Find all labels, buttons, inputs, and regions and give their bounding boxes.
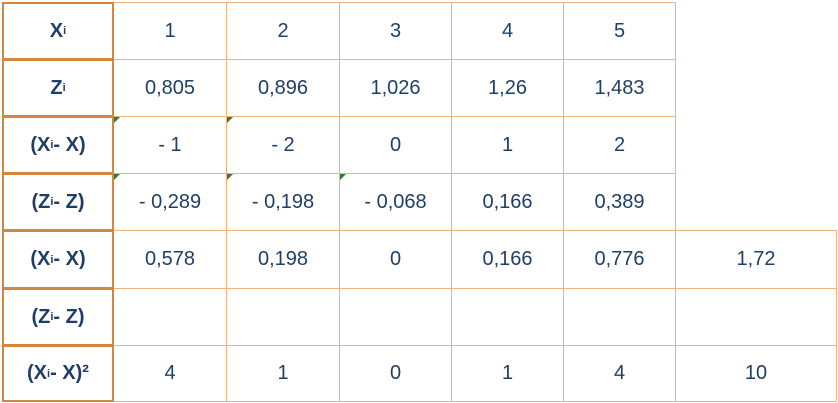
cell: 1	[113, 2, 227, 60]
label-text: (X	[30, 248, 51, 270]
cell: 5	[563, 2, 676, 60]
cell	[675, 288, 837, 346]
cell: 0,166	[451, 173, 564, 231]
cell: 2	[563, 116, 676, 174]
subscript: i	[50, 139, 54, 151]
label-text: Z	[50, 76, 63, 99]
cell: - 0,198	[226, 173, 340, 231]
cell: 1	[226, 345, 340, 402]
cell: 4	[563, 345, 676, 402]
label-text: (X	[27, 362, 48, 384]
cell: 0	[339, 230, 452, 289]
subscript: i	[47, 367, 51, 380]
label-text: (Z	[31, 190, 51, 213]
cell	[451, 288, 564, 346]
cell: 0,578	[113, 230, 227, 289]
cell: 0,896	[226, 59, 340, 117]
cell: 0	[339, 345, 452, 402]
cell: 1	[451, 345, 564, 402]
cell: - 1	[113, 116, 227, 174]
cell: 1,26	[451, 59, 564, 117]
cell: 0,805	[113, 59, 227, 117]
label-text: - X)²	[50, 362, 89, 384]
label-text: (X	[30, 133, 51, 156]
cell: 1,72	[675, 230, 837, 289]
label-text: X	[49, 19, 64, 42]
cell: 2	[226, 2, 340, 60]
subscript: i	[50, 253, 54, 266]
cell: 0,166	[451, 230, 564, 289]
subscript: i	[63, 25, 67, 37]
row-header: (Z i - Z)	[2, 173, 114, 231]
row-header: (X i - X)²	[2, 345, 114, 402]
label-text: - X)	[53, 133, 86, 156]
error-indicator	[114, 117, 120, 123]
label-text: (Z	[31, 305, 51, 328]
cell: 0,389	[563, 173, 676, 231]
cell	[563, 288, 676, 346]
error-indicator	[227, 117, 233, 123]
cell: 1,483	[563, 59, 676, 117]
subscript: i	[62, 82, 66, 94]
cell: - 0,068	[339, 173, 452, 231]
error-indicator	[340, 174, 346, 180]
cell: 1	[451, 116, 564, 174]
cell: 4	[113, 345, 227, 402]
cell: 0,198	[226, 230, 340, 289]
cell	[113, 288, 227, 346]
cell: 4	[451, 2, 564, 60]
cell: - 0,289	[113, 173, 227, 231]
cell: 0	[339, 116, 452, 174]
error-indicator	[114, 174, 120, 180]
label-text: - Z)	[53, 305, 85, 328]
cell: 1,026	[339, 59, 452, 117]
row-header: (X i - X)	[2, 116, 114, 174]
subscript: i	[50, 311, 54, 323]
label-text: - Z)	[53, 190, 85, 213]
cell: - 2	[226, 116, 340, 174]
row-header: (Z i - Z)	[2, 288, 114, 346]
row-header: (X i - X)	[2, 230, 114, 289]
cell: 10	[675, 345, 837, 402]
label-text: - X)	[53, 248, 86, 270]
cell	[339, 288, 452, 346]
subscript: i	[50, 196, 54, 208]
cell	[226, 288, 340, 346]
cell: 3	[339, 2, 452, 60]
cell: 0,776	[563, 230, 676, 289]
error-indicator	[227, 174, 233, 180]
